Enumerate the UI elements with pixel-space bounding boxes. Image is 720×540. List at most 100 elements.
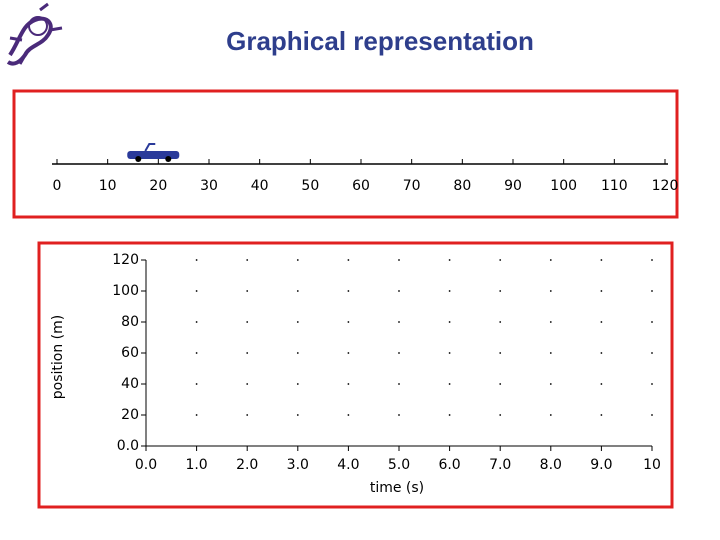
x-tick-label: 5.0 <box>388 457 410 473</box>
grid-dot <box>499 383 502 385</box>
grid-dot <box>347 352 350 354</box>
y-tick-label: 0.0 <box>117 438 139 454</box>
grid-dot <box>398 290 400 292</box>
grid-dot <box>600 414 603 416</box>
grid-dot <box>296 383 299 385</box>
x-tick-label: 6.0 <box>438 457 460 473</box>
grid-dot <box>499 290 502 292</box>
grid-dot <box>448 414 451 416</box>
grid-dot <box>398 414 400 416</box>
grid-dot <box>195 259 198 261</box>
grid-dot <box>448 290 451 292</box>
grid-dot <box>651 290 653 292</box>
y-axis-label: position (m) <box>50 315 66 399</box>
x-tick-label: 100 <box>550 178 577 194</box>
x-tick-label: 2.0 <box>236 457 258 473</box>
grid-dot <box>246 383 249 385</box>
x-tick-label: 50 <box>301 178 319 194</box>
x-tick-label: 4.0 <box>337 457 359 473</box>
grid-dot <box>448 259 451 261</box>
x-tick-label: 3.0 <box>287 457 309 473</box>
grid-dot <box>448 352 451 354</box>
slide-title: Graphical representation <box>226 26 534 56</box>
grid-dot <box>398 259 400 261</box>
x-tick-label: 120 <box>652 178 679 194</box>
grid-dot <box>499 259 502 261</box>
grid-dot <box>347 259 350 261</box>
wheel <box>165 156 172 162</box>
x-tick-label: 70 <box>403 178 421 194</box>
grid-dot <box>651 321 653 323</box>
grid-dot <box>246 290 249 292</box>
x-tick-label: 30 <box>200 178 218 194</box>
x-tick-label: 7.0 <box>489 457 511 473</box>
grid-dot <box>651 414 653 416</box>
grid-dot <box>296 259 299 261</box>
grid-dot <box>398 321 400 323</box>
x-tick-label: 20 <box>149 178 167 194</box>
grid-dot <box>347 414 350 416</box>
frame <box>37 241 674 509</box>
x-tick-label: 8.0 <box>540 457 562 473</box>
grid-dot <box>347 383 350 385</box>
grid-dot <box>600 290 603 292</box>
grid-dot <box>651 259 653 261</box>
grid-dot <box>600 321 603 323</box>
x-tick-label: 1.0 <box>185 457 207 473</box>
grid-dot <box>549 290 552 292</box>
grid-dot <box>296 414 299 416</box>
grid-dot <box>549 259 552 261</box>
y-tick-label: 60 <box>121 345 139 361</box>
car-top <box>144 143 156 152</box>
y-tick-label: 120 <box>112 252 139 268</box>
x-tick-label: 10 <box>99 178 117 194</box>
grid-dot <box>296 352 299 354</box>
y-tick-label: 80 <box>121 314 139 330</box>
grid-dot <box>499 321 502 323</box>
grid-dot <box>246 259 249 261</box>
grid-dot <box>398 383 400 385</box>
x-tick-label: 60 <box>352 178 370 194</box>
y-tick-label: 20 <box>121 407 139 423</box>
grid-dot <box>549 383 552 385</box>
grid-dot <box>600 383 603 385</box>
grid-dot <box>398 352 400 354</box>
grid-dot <box>195 290 198 292</box>
grid-dot <box>549 321 552 323</box>
grid-dot <box>499 414 502 416</box>
x-tick-label: 90 <box>504 178 522 194</box>
y-tick-label: 40 <box>121 376 139 392</box>
car-body <box>127 151 180 159</box>
x-tick-label: 10 <box>643 457 661 473</box>
x-tick-label: 110 <box>601 178 628 194</box>
grid-dot <box>195 383 198 385</box>
grid-dot <box>296 290 299 292</box>
car <box>127 143 180 162</box>
x-tick-label: 80 <box>453 178 471 194</box>
grid-dot <box>651 352 653 354</box>
x-tick-label: 40 <box>251 178 269 194</box>
grid-dot <box>651 383 653 385</box>
grid-dot <box>600 352 603 354</box>
grid-dot <box>549 352 552 354</box>
grid-dot <box>246 352 249 354</box>
grid-dot <box>448 321 451 323</box>
grid-dot <box>549 414 552 416</box>
grid-dot <box>296 321 299 323</box>
y-tick-label: 100 <box>112 283 139 299</box>
wheel <box>135 156 142 162</box>
x-tick-label: 0 <box>53 178 62 194</box>
grid-dot <box>246 321 249 323</box>
grid-dot <box>448 383 451 385</box>
grid-dot <box>195 414 198 416</box>
grid-dot <box>246 414 249 416</box>
grid-dot <box>499 352 502 354</box>
grid-dot <box>195 321 198 323</box>
x-tick-label: 9.0 <box>590 457 612 473</box>
grid-dot <box>347 290 350 292</box>
x-axis-label: time (s) <box>370 480 424 496</box>
x-tick-label: 0.0 <box>135 457 157 473</box>
grid-dot <box>600 259 603 261</box>
frame <box>12 89 679 219</box>
